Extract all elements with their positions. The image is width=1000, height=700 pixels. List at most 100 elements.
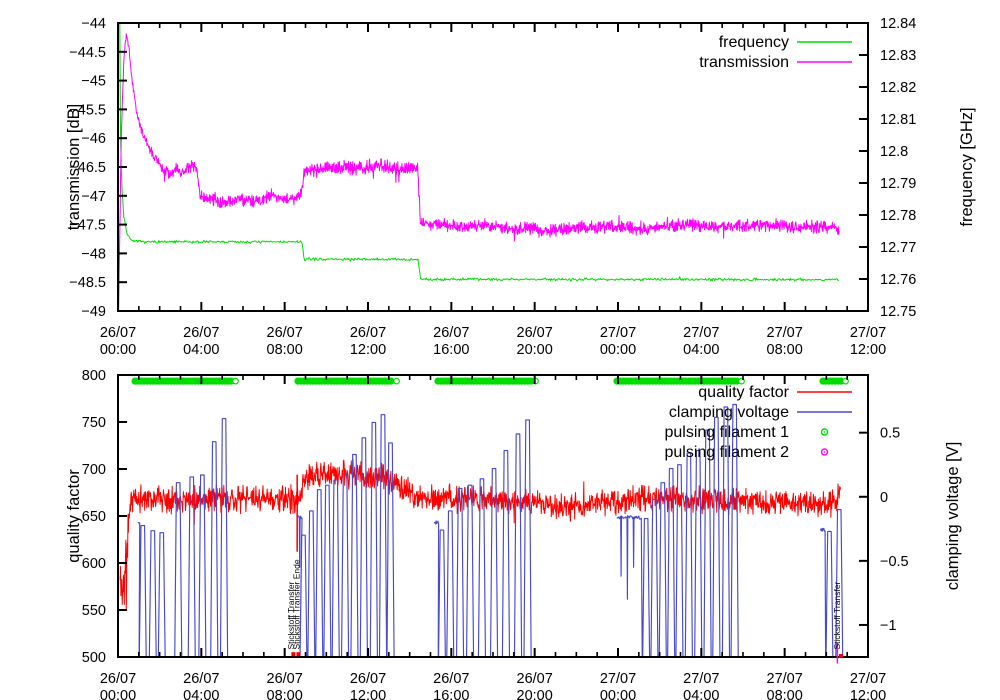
y-tick-label-left: −45.5 <box>69 102 106 118</box>
y-tick-label-left: 500 <box>82 650 106 666</box>
x-tick-label-time: 00:00 <box>100 688 136 700</box>
legend-label-pulsing-filament-1: pulsing filament 1 <box>664 424 789 441</box>
annotation-marker <box>296 652 301 657</box>
y-tick-label-left: −47 <box>81 189 106 205</box>
x-tick-label-time: 08:00 <box>267 688 303 700</box>
legend-circle-dot <box>823 451 826 453</box>
y-tick-label-right: 12.82 <box>880 80 916 96</box>
x-tick-label-date: 27/07 <box>683 671 719 687</box>
x-tick-label-time: 08:00 <box>267 342 303 358</box>
panel-bottom-legend: quality factor clamping voltage pulsing fi… <box>664 384 852 461</box>
panel-top-axes: 26/0700:0026/0704:0026/0708:0026/0712:00… <box>69 16 916 358</box>
x-tick-label-date: 26/07 <box>100 325 136 341</box>
x-tick-label-time: 12:00 <box>350 688 386 700</box>
y-tick-label-left: −46.5 <box>69 160 106 176</box>
x-tick-label-date: 27/07 <box>767 325 803 341</box>
x-tick-label-date: 26/07 <box>183 671 219 687</box>
legend-label-clamping-voltage: clamping voltage <box>669 404 789 421</box>
y-tick-label-right: 0 <box>880 490 888 506</box>
series-frequency-line <box>119 23 840 282</box>
panel-bottom-series <box>119 377 849 657</box>
y-tick-label-left: −45 <box>81 74 106 90</box>
y-tick-label-left: −49 <box>81 304 106 320</box>
x-tick-label-date: 27/07 <box>600 325 636 341</box>
y-tick-label-right: −0.5 <box>880 554 909 570</box>
x-tick-label-date: 26/07 <box>100 671 136 687</box>
x-tick-label-date: 26/07 <box>433 325 469 341</box>
series-clamping-voltage-pulses <box>297 414 395 657</box>
legend-label-transmission: transmission <box>699 54 789 71</box>
x-tick-label-time: 04:00 <box>683 342 719 358</box>
y-tick-label-left: −47.5 <box>69 218 106 234</box>
panel-top-series <box>118 23 840 311</box>
legend-circle-sample <box>820 448 829 456</box>
series-transmission-line <box>118 33 840 311</box>
x-tick-label-date: 27/07 <box>850 671 886 687</box>
y-tick-label-left: −46 <box>81 131 106 147</box>
y-tick-label-right: 12.75 <box>880 304 916 320</box>
annotation-marker <box>838 654 843 659</box>
x-tick-label-time: 04:00 <box>683 688 719 700</box>
x-tick-label-date: 27/07 <box>600 671 636 687</box>
y-tick-label-right: 12.78 <box>880 208 916 224</box>
x-tick-label-date: 27/07 <box>767 671 803 687</box>
y-tick-label-left: 700 <box>82 462 106 478</box>
y-tick-label-left: −44 <box>81 16 106 32</box>
annotation-marker <box>291 652 296 657</box>
legend-label-frequency: frequency <box>719 34 789 51</box>
y-tick-label-left: 800 <box>82 368 106 384</box>
y-tick-label-right: 12.77 <box>880 240 916 256</box>
y-tick-label-left: 600 <box>82 556 106 572</box>
x-tick-label-date: 26/07 <box>350 671 386 687</box>
x-tick-label-time: 20:00 <box>517 342 553 358</box>
x-tick-label-time: 08:00 <box>767 342 803 358</box>
panel-top-legend: frequency transmission <box>699 34 852 71</box>
series-clamping-voltage-pulses <box>616 403 739 657</box>
y-tick-label-left: −44.5 <box>69 45 106 61</box>
x-tick-label-date: 27/07 <box>850 325 886 341</box>
x-tick-label-time: 04:00 <box>183 688 219 700</box>
y-tick-label-left: 650 <box>82 509 106 525</box>
y-tick-label-right: 0.5 <box>880 426 900 442</box>
x-tick-label-time: 00:00 <box>100 342 136 358</box>
x-tick-label-time: 00:00 <box>600 342 636 358</box>
x-tick-label-time: 12:00 <box>850 688 886 700</box>
panel-bottom-axes: 26/0700:0026/0704:0026/0708:0026/0712:00… <box>82 368 909 700</box>
x-tick-label-time: 08:00 <box>767 688 803 700</box>
pulsing-marker-band-end-circle <box>393 377 400 385</box>
y-tick-label-right: 12.79 <box>880 176 916 192</box>
legend-circle-sample <box>820 428 829 436</box>
y-tick-label-left: −48 <box>81 246 106 262</box>
annotation-vertical-label: Stickstoff Transfer <box>286 581 296 649</box>
x-tick-label-date: 26/07 <box>433 671 469 687</box>
y-tick-label-right: −1 <box>880 618 897 634</box>
legend-circle-dot <box>823 431 826 433</box>
x-tick-label-date: 26/07 <box>517 671 553 687</box>
x-tick-label-time: 04:00 <box>183 342 219 358</box>
x-tick-label-time: 16:00 <box>433 342 469 358</box>
pulsing-marker-band-end-circle <box>232 377 239 385</box>
y-tick-label-right: 12.76 <box>880 272 916 288</box>
x-tick-label-time: 16:00 <box>433 688 469 700</box>
legend-label-pulsing-filament-2: pulsing filament 2 <box>664 444 789 461</box>
series-clamping-voltage-pulses <box>137 418 229 657</box>
y-tick-label-left: 550 <box>82 603 106 619</box>
x-tick-label-date: 27/07 <box>683 325 719 341</box>
annotation-vertical-label: Stickstoff Transfer <box>832 581 842 649</box>
y-tick-label-right: 12.84 <box>880 16 916 32</box>
x-tick-label-time: 12:00 <box>850 342 886 358</box>
x-tick-label-time: 12:00 <box>350 342 386 358</box>
legend-label-quality-factor: quality factor <box>698 384 789 401</box>
y-tick-label-right: 12.8 <box>880 144 908 160</box>
plot-frame <box>117 22 869 312</box>
y-tick-label-left: −48.5 <box>69 275 106 291</box>
x-tick-label-date: 26/07 <box>517 325 553 341</box>
x-tick-label-time: 20:00 <box>517 688 553 700</box>
y-tick-label-right: 12.83 <box>880 48 916 64</box>
x-tick-label-date: 26/07 <box>183 325 219 341</box>
plot-frame <box>117 374 869 658</box>
x-tick-label-date: 26/07 <box>267 671 303 687</box>
x-tick-label-date: 26/07 <box>350 325 386 341</box>
